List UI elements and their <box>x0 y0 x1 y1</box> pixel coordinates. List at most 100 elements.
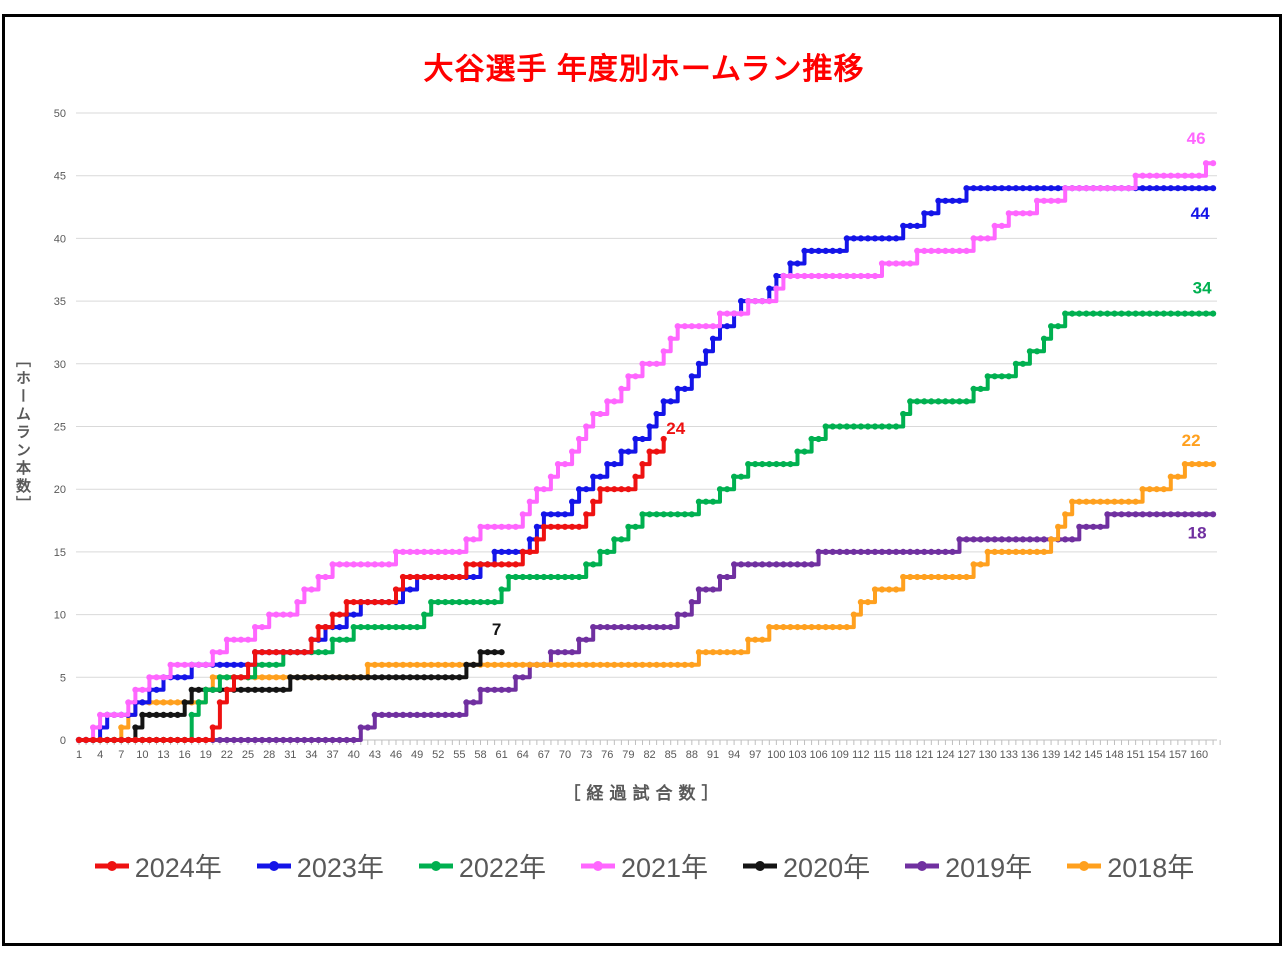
x-tick-46: 46 <box>390 749 402 761</box>
line-2021年 <box>79 161 1214 742</box>
x-tick-13: 13 <box>157 749 169 761</box>
x-tick-124: 124 <box>936 749 954 761</box>
legend-label: 2022年 <box>458 853 546 883</box>
y-tick-labels: 0 5 10 15 20 25 30 35 40 45 50 <box>54 108 66 747</box>
y-tick-30: 30 <box>54 359 66 371</box>
x-tick-103: 103 <box>788 749 806 761</box>
x-tick-112: 112 <box>852 749 870 761</box>
legend-label: 2020年 <box>783 853 871 883</box>
x-tick-34: 34 <box>305 749 317 761</box>
end-label-2024年: 24 <box>666 419 685 438</box>
end-label-2019年: 18 <box>1188 523 1207 542</box>
legend-item-2021年[interactable]: 2021年 <box>580 846 708 885</box>
legend-label: 2018年 <box>1107 853 1195 883</box>
x-tick-40: 40 <box>348 749 360 761</box>
x-tick-70: 70 <box>559 749 571 761</box>
legend-label: 2019年 <box>945 853 1033 883</box>
legend-label: 2023年 <box>296 853 384 883</box>
y-tick-50: 50 <box>54 108 66 120</box>
x-tick-115: 115 <box>873 749 891 761</box>
legend-item-2019年[interactable]: 2019年 <box>904 846 1032 885</box>
x-tick-157: 157 <box>1169 749 1187 761</box>
legend: 2024年 2023年 2022年 2021年 2020年 2019年 2018年 <box>0 846 1288 885</box>
legend-item-2022年[interactable]: 2022年 <box>418 846 546 885</box>
end-label-2021年: 46 <box>1187 129 1206 148</box>
legend-item-2020年[interactable]: 2020年 <box>742 846 870 885</box>
x-tick-37: 37 <box>326 749 338 761</box>
x-tick-1: 1 <box>76 749 82 761</box>
x-tick-67: 67 <box>538 749 550 761</box>
x-tick-43: 43 <box>369 749 381 761</box>
end-label-2023年: 44 <box>1191 204 1210 223</box>
legend-label: 2021年 <box>620 853 709 883</box>
x-axis-ticks: 1 4 7 10 13 16 19 22 25 28 31 34 37 40 43 46 49 52 55 58 61 6… <box>76 740 1221 761</box>
x-tick-31: 31 <box>284 749 296 761</box>
x-tick-136: 136 <box>1021 749 1039 761</box>
x-tick-85: 85 <box>665 749 677 761</box>
x-tick-58: 58 <box>474 749 486 761</box>
legend-marker-icon <box>418 860 453 871</box>
x-tick-160: 160 <box>1190 749 1208 761</box>
x-tick-22: 22 <box>221 749 233 761</box>
x-tick-25: 25 <box>242 749 254 761</box>
y-tick-35: 35 <box>54 296 66 308</box>
x-tick-133: 133 <box>1000 749 1018 761</box>
x-tick-94: 94 <box>728 749 740 761</box>
y-tick-15: 15 <box>54 547 66 559</box>
series-2022年 <box>75 310 1217 744</box>
x-axis-title: ［経過試合数］ <box>563 784 725 803</box>
x-tick-97: 97 <box>749 749 761 761</box>
legend-marker-icon <box>905 860 940 871</box>
x-tick-52: 52 <box>432 749 444 761</box>
x-tick-19: 19 <box>200 749 212 761</box>
x-tick-28: 28 <box>263 749 275 761</box>
x-tick-79: 79 <box>622 749 634 761</box>
legend-item-2023年[interactable]: 2023年 <box>256 846 384 885</box>
chart-border-frame <box>2 14 1282 946</box>
x-tick-100: 100 <box>767 749 785 761</box>
y-tick-0: 0 <box>60 735 66 747</box>
x-tick-76: 76 <box>601 749 613 761</box>
x-tick-151: 151 <box>1126 749 1144 761</box>
x-tick-148: 148 <box>1105 749 1123 761</box>
x-tick-73: 73 <box>580 749 592 761</box>
legend-label: 2024年 <box>134 853 222 883</box>
x-tick-64: 64 <box>517 749 529 761</box>
legend-marker-icon <box>743 860 778 871</box>
x-tick-118: 118 <box>894 749 912 761</box>
x-tick-139: 139 <box>1042 749 1060 761</box>
x-tick-10: 10 <box>136 749 148 761</box>
x-tick-127: 127 <box>957 749 975 761</box>
line-2018年 <box>79 462 1214 742</box>
x-tick-7: 7 <box>118 749 124 761</box>
y-tick-45: 45 <box>54 171 66 183</box>
legend-item-2018年[interactable]: 2018年 <box>1066 846 1194 885</box>
legend-marker-icon <box>256 860 291 871</box>
x-tick-49: 49 <box>411 749 423 761</box>
y-tick-25: 25 <box>54 422 66 434</box>
series-2024年 <box>75 435 667 744</box>
y-tick-40: 40 <box>54 233 66 245</box>
x-tick-142: 142 <box>1063 749 1081 761</box>
legend-marker-icon <box>94 860 129 871</box>
x-tick-88: 88 <box>686 749 698 761</box>
legend-marker-icon <box>580 860 615 871</box>
line-2024年 <box>79 439 666 742</box>
x-tick-55: 55 <box>453 749 465 761</box>
x-tick-109: 109 <box>831 749 849 761</box>
x-tick-121: 121 <box>915 749 933 761</box>
y-axis-title: ［ホームラン本数］ <box>14 352 31 514</box>
end-label-2018年: 22 <box>1182 431 1201 450</box>
line-2019年 <box>79 512 1214 742</box>
chart-title: 大谷選手 年度別ホームラン推移 <box>423 53 865 86</box>
series-2019年 <box>75 511 1217 744</box>
end-label-2020年: 7 <box>492 620 501 639</box>
x-tick-4: 4 <box>97 749 103 761</box>
y-tick-10: 10 <box>54 610 66 622</box>
legend-item-2024年[interactable]: 2024年 <box>94 846 222 885</box>
x-tick-16: 16 <box>179 749 191 761</box>
x-tick-106: 106 <box>809 749 827 761</box>
series-2021年 <box>75 160 1217 744</box>
